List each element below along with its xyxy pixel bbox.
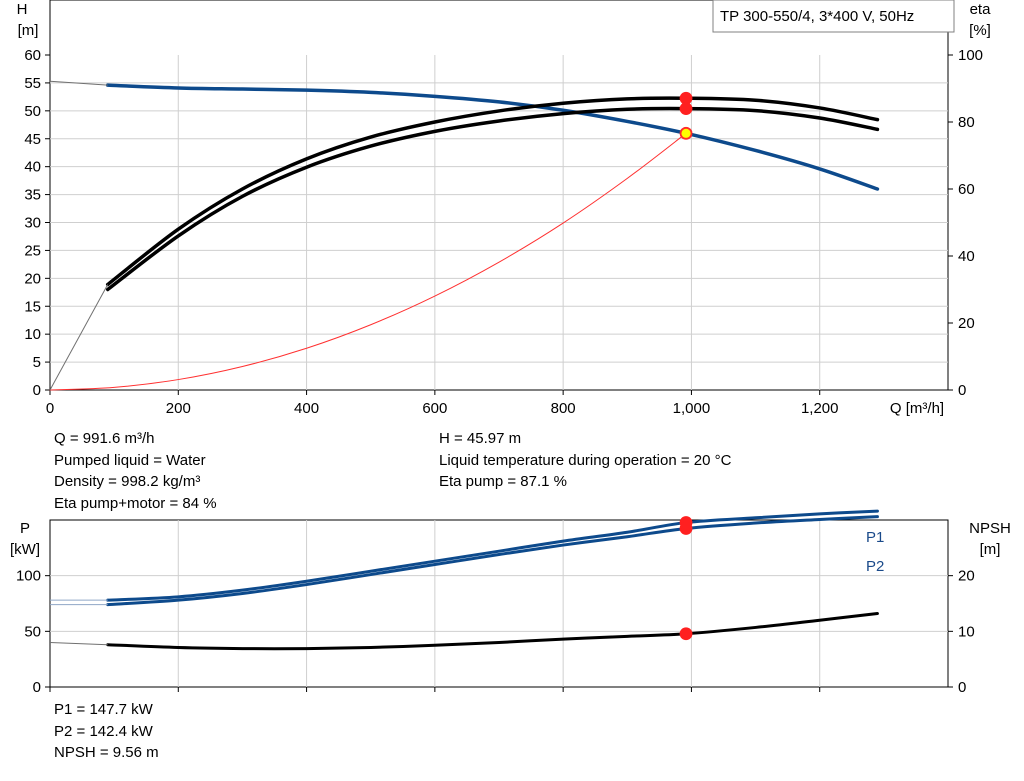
chart-title: TP 300-550/4, 3*400 V, 50Hz xyxy=(720,8,914,25)
series-line-0 xyxy=(106,509,879,602)
y-right-tick-label: 40 xyxy=(958,248,975,265)
eta-pump-readout: Eta pump = 87.1 % xyxy=(439,473,567,491)
y-left-tick-label: 45 xyxy=(24,131,41,148)
npsh-readout: NPSH = 9.56 m xyxy=(54,744,159,762)
y-left-tick-label: 15 xyxy=(24,298,41,315)
y-left-tick-label: 55 xyxy=(24,75,41,92)
head-axis-label-line1: H xyxy=(17,1,28,18)
power-chart-grid xyxy=(50,520,948,687)
density-readout: Density = 998.2 kg/m³ xyxy=(54,473,201,491)
pumped-liquid-readout: Pumped liquid = Water xyxy=(54,451,206,469)
x-tick-label: 1,200 xyxy=(801,400,839,417)
curve-extension-line xyxy=(49,284,109,391)
duty-info-right: H = 45.97 m Liquid temperature during op… xyxy=(439,428,731,493)
series-line-3 xyxy=(49,132,687,391)
y-left-tick-label: 50 xyxy=(24,103,41,120)
npsh-axis-label-line1: NPSH xyxy=(969,520,1011,537)
y-left-tick-label: 60 xyxy=(24,47,41,64)
power-chart-ticks: 0 50 100 0 10 20 xyxy=(16,568,975,696)
y-left-tick-label: 25 xyxy=(24,242,41,259)
y-left-tick-label: 40 xyxy=(24,159,41,176)
power-axis-label-line2: [kW] xyxy=(10,541,40,558)
power-axis-label-line1: P xyxy=(20,520,30,537)
y-right-tick-label: 60 xyxy=(958,181,975,198)
head-chart-ticks: 0 200 400 600 800 1,000 1,20005101520253035404… xyxy=(24,47,983,417)
series-line-0 xyxy=(105,83,880,191)
x-tick-label: 400 xyxy=(294,400,319,417)
duty-point-marker xyxy=(679,91,693,105)
y-right-tick-label: 0 xyxy=(958,382,966,399)
y-left-tick-label: 35 xyxy=(24,187,41,204)
curve-extension-line xyxy=(49,80,108,86)
eta-pump-motor-readout: Eta pump+motor = 84 % xyxy=(54,495,217,513)
y-left-tick-label: 0 xyxy=(33,679,41,696)
series-line-1 xyxy=(106,515,879,607)
p1-series-label: P1 xyxy=(866,529,884,546)
duty-point-marker xyxy=(679,627,693,641)
p2-readout: P2 = 142.4 kW xyxy=(54,722,153,740)
flow-readout: Q = 991.6 m³/h xyxy=(54,430,155,447)
series-line-2 xyxy=(105,106,880,292)
duty-point-marker xyxy=(679,126,693,140)
y-right-tick-label: 10 xyxy=(958,623,975,640)
y-left-tick-label: 5 xyxy=(33,354,41,371)
power-npsh-chart: 0 50 100 0 10 20 P [kW] NPSH [m] P1 P2 xyxy=(10,509,1011,696)
y-right-tick-label: 80 xyxy=(958,114,975,131)
p2-series-label: P2 xyxy=(866,558,884,575)
x-tick-label: 800 xyxy=(551,400,576,417)
y-right-tick-label: 20 xyxy=(958,315,975,332)
x-tick-label: 1,000 xyxy=(673,400,711,417)
eta-axis-label-line1: eta xyxy=(970,1,992,18)
y-left-tick-label: 20 xyxy=(24,270,41,287)
y-left-tick-label: 100 xyxy=(16,568,41,585)
y-left-tick-label: 10 xyxy=(24,326,41,343)
head-axis-label-line2: [m] xyxy=(18,22,39,39)
head-readout: H = 45.97 m xyxy=(439,430,522,447)
power-chart-frame xyxy=(49,519,949,688)
power-info: P1 = 147.7 kW P2 = 142.4 kW NPSH = 9.56 … xyxy=(54,699,159,764)
x-tick-label: 0 xyxy=(46,400,54,417)
head-chart-markers xyxy=(679,91,693,140)
power-chart-markers xyxy=(679,516,693,641)
chart-title-box xyxy=(712,0,955,33)
y-left-tick-label: 30 xyxy=(24,215,41,232)
y-left-tick-label: 0 xyxy=(33,382,41,399)
x-tick-label: 200 xyxy=(166,400,191,417)
flow-axis-label: Q [m³/h] xyxy=(890,400,944,417)
eta-axis-label-line2: [%] xyxy=(969,22,991,39)
head-efficiency-chart: 0 200 400 600 800 1,000 1,20005101520253035404… xyxy=(17,0,992,417)
p1-readout: P1 = 147.7 kW xyxy=(54,701,153,718)
duty-point-marker xyxy=(679,522,693,535)
y-right-tick-label: 0 xyxy=(958,679,966,696)
head-chart-series xyxy=(49,80,880,391)
power-chart-series xyxy=(49,509,879,651)
y-right-tick-label: 100 xyxy=(958,47,983,64)
duty-info-left: Q = 991.6 m³/h Pumped liquid = Water Den… xyxy=(54,428,217,515)
x-tick-label: 600 xyxy=(422,400,447,417)
curve-extension-line xyxy=(49,641,108,646)
y-left-tick-label: 50 xyxy=(24,623,41,640)
liquid-temperature-readout: Liquid temperature during operation = 20… xyxy=(439,451,732,469)
npsh-axis-label-line2: [m] xyxy=(980,541,1001,558)
duty-point-marker xyxy=(679,102,693,115)
series-line-2 xyxy=(106,612,879,651)
head-chart-grid xyxy=(50,55,948,390)
y-right-tick-label: 20 xyxy=(958,568,975,585)
series-line-1 xyxy=(105,96,880,287)
